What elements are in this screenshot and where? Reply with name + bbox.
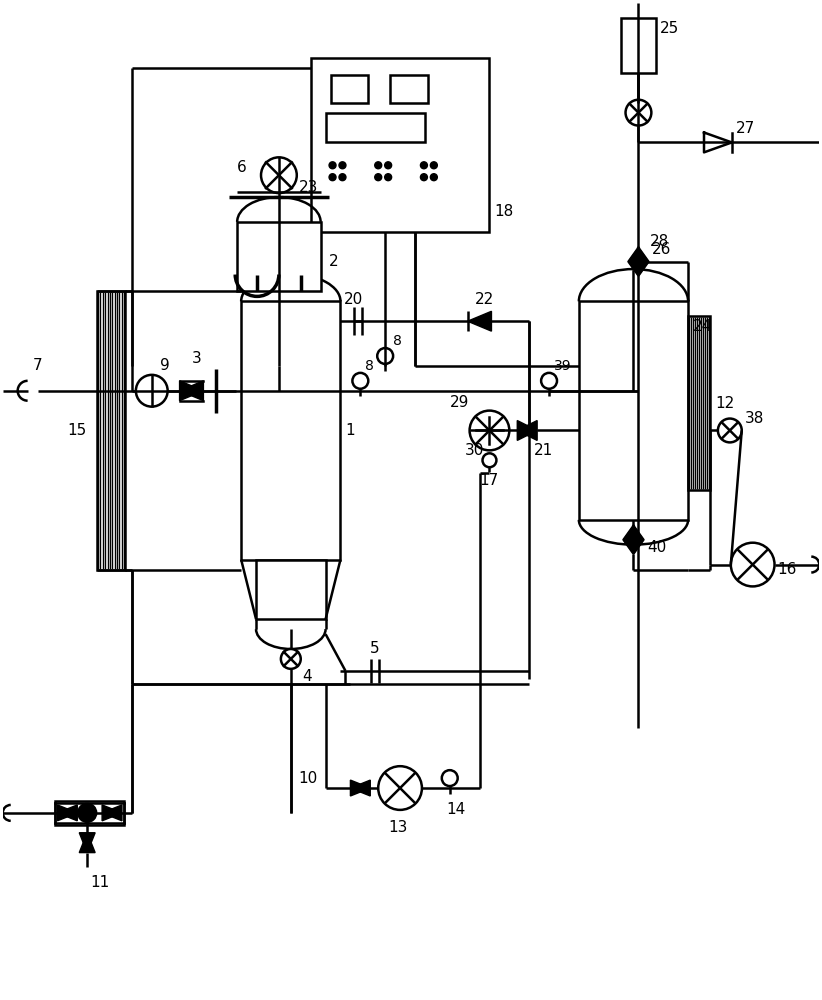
Circle shape bbox=[378, 766, 422, 810]
Polygon shape bbox=[79, 833, 95, 853]
Polygon shape bbox=[58, 805, 77, 821]
Polygon shape bbox=[79, 833, 95, 853]
Text: 30: 30 bbox=[464, 443, 484, 458]
Bar bbox=[256, 560, 326, 619]
Bar bbox=[55, 801, 124, 825]
Text: 20: 20 bbox=[344, 292, 363, 307]
Text: 21: 21 bbox=[534, 443, 553, 458]
Circle shape bbox=[385, 162, 391, 169]
Text: 23: 23 bbox=[298, 180, 318, 195]
Polygon shape bbox=[102, 805, 122, 821]
Polygon shape bbox=[468, 311, 492, 331]
Circle shape bbox=[78, 804, 96, 822]
Circle shape bbox=[375, 162, 381, 169]
Polygon shape bbox=[624, 526, 644, 554]
Circle shape bbox=[431, 174, 437, 181]
Polygon shape bbox=[350, 780, 370, 796]
Circle shape bbox=[136, 375, 168, 407]
Circle shape bbox=[420, 174, 427, 181]
Text: 2: 2 bbox=[329, 254, 338, 269]
Text: 15: 15 bbox=[67, 423, 86, 438]
Polygon shape bbox=[102, 805, 122, 821]
Text: 16: 16 bbox=[778, 562, 797, 577]
Polygon shape bbox=[58, 805, 77, 821]
Circle shape bbox=[441, 770, 458, 786]
Bar bbox=[311, 58, 489, 232]
Circle shape bbox=[541, 373, 557, 389]
Text: 5: 5 bbox=[370, 641, 380, 656]
Text: 25: 25 bbox=[660, 21, 680, 36]
Text: 24: 24 bbox=[693, 319, 713, 334]
Bar bbox=[621, 18, 656, 73]
Polygon shape bbox=[179, 381, 203, 401]
Text: 9: 9 bbox=[159, 358, 169, 373]
Polygon shape bbox=[517, 421, 537, 440]
Circle shape bbox=[329, 162, 336, 169]
Circle shape bbox=[78, 804, 96, 822]
Bar bbox=[241, 301, 340, 560]
Circle shape bbox=[261, 157, 297, 193]
Circle shape bbox=[377, 348, 393, 364]
Circle shape bbox=[626, 100, 651, 126]
Text: 17: 17 bbox=[479, 473, 499, 488]
Polygon shape bbox=[179, 381, 203, 401]
Circle shape bbox=[329, 174, 336, 181]
Circle shape bbox=[718, 419, 741, 442]
Text: 13: 13 bbox=[388, 820, 408, 835]
Polygon shape bbox=[58, 805, 77, 821]
Circle shape bbox=[281, 649, 301, 669]
Text: 7: 7 bbox=[33, 358, 42, 373]
Text: 38: 38 bbox=[745, 411, 764, 426]
Polygon shape bbox=[102, 805, 122, 821]
Text: 1: 1 bbox=[345, 423, 355, 438]
Text: 22: 22 bbox=[474, 292, 494, 307]
Text: 40: 40 bbox=[648, 540, 667, 555]
Text: 27: 27 bbox=[736, 121, 755, 136]
Text: 11: 11 bbox=[90, 875, 109, 890]
Text: 18: 18 bbox=[494, 204, 514, 219]
Polygon shape bbox=[629, 248, 649, 276]
Circle shape bbox=[420, 162, 427, 169]
Circle shape bbox=[353, 373, 368, 389]
Bar bbox=[326, 113, 425, 142]
Bar bbox=[390, 75, 428, 103]
Circle shape bbox=[339, 174, 346, 181]
Polygon shape bbox=[58, 805, 77, 821]
Polygon shape bbox=[102, 805, 122, 821]
Text: 39: 39 bbox=[554, 359, 571, 373]
Polygon shape bbox=[350, 780, 370, 796]
Text: 28: 28 bbox=[650, 234, 670, 249]
Text: 6: 6 bbox=[238, 160, 247, 175]
Text: 3: 3 bbox=[192, 351, 201, 366]
Text: 4: 4 bbox=[302, 669, 312, 684]
Circle shape bbox=[375, 174, 381, 181]
Bar bbox=[238, 222, 321, 291]
Circle shape bbox=[431, 162, 437, 169]
Circle shape bbox=[469, 411, 510, 450]
Circle shape bbox=[339, 162, 346, 169]
Polygon shape bbox=[517, 421, 537, 440]
Text: 29: 29 bbox=[450, 395, 469, 410]
Circle shape bbox=[731, 543, 774, 586]
Text: 12: 12 bbox=[715, 396, 734, 411]
Bar bbox=[579, 301, 688, 520]
Text: 8: 8 bbox=[365, 359, 374, 373]
Bar bbox=[330, 75, 368, 103]
Circle shape bbox=[483, 453, 496, 467]
Bar bbox=[97, 291, 125, 570]
Text: 10: 10 bbox=[298, 771, 318, 786]
Bar bbox=[688, 316, 710, 490]
Circle shape bbox=[385, 174, 391, 181]
Text: 14: 14 bbox=[446, 802, 466, 817]
Text: 26: 26 bbox=[653, 242, 672, 257]
Text: 8: 8 bbox=[393, 334, 402, 348]
